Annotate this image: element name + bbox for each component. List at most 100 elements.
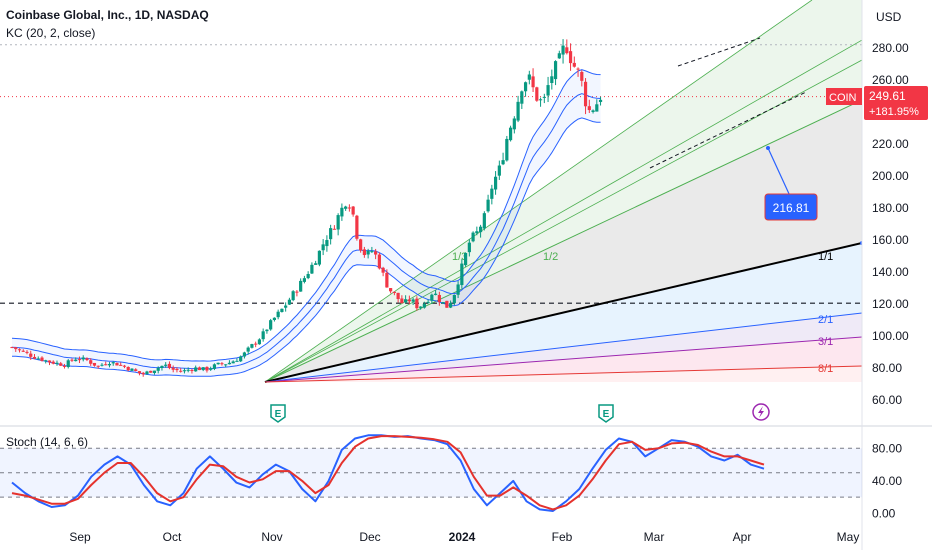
candle-body [160,365,164,369]
lightning-event-icon[interactable] [752,403,770,421]
candle-body [392,291,396,294]
earnings-marker-feb[interactable]: E [598,404,614,423]
candle-body [550,76,554,84]
price-tick-label: 100.00 [872,329,909,343]
candle-body [235,360,239,362]
stoch-tick-label: 80.00 [872,441,902,455]
candle-body [374,251,378,255]
candle-body [280,308,284,312]
kc-basis-line [11,93,601,370]
candle-body [299,280,303,292]
horizontal-levels [0,44,862,304]
candle-body [463,253,468,266]
candle-body [441,302,445,304]
time-tick-label: May [837,530,860,544]
stoch-label[interactable]: Stoch (14, 6, 6) [6,435,88,449]
fan-fill-green-upper [265,0,862,382]
candle-body [205,366,209,371]
time-axis[interactable]: Sep Oct Nov Dec 2024 Feb Mar Apr May [69,530,859,544]
candle-body [10,347,14,349]
callout-anchor [766,146,770,150]
candle-body [182,370,187,372]
price-tick-label: 120.00 [872,297,909,311]
time-tick-label: Apr [733,530,752,544]
candle-body [175,368,179,371]
price-axis[interactable]: 60.00 80.00 100.00 120.00 140.00 160.00 180.00… [872,41,909,407]
indicator-label[interactable]: KC (20, 2, close) [6,26,95,40]
candle-body [576,68,580,70]
candle-body [396,292,400,300]
candle-body [486,199,490,212]
candle-body [501,160,505,165]
candle-body [347,207,351,209]
fan-line-1-2 [264,99,862,383]
candle-body [74,359,78,362]
candle-body [557,53,561,59]
stoch-tick-label: 0.00 [872,506,896,520]
symbol-badge-text: COIN [829,92,857,104]
callout-value: 216.81 [773,201,810,215]
candle-body [516,101,520,121]
candle-body [152,370,157,374]
time-tick-label: Mar [644,530,665,544]
candle-body [332,228,336,230]
candle-body [355,215,359,239]
stochastic-axis[interactable]: 0.00 40.00 80.00 [872,441,902,520]
candle-body [96,365,100,367]
candle-body [32,356,37,359]
candle-body [340,207,344,217]
candle-body [583,81,588,107]
candle-body [527,74,531,80]
candle-body [36,358,40,360]
candle-body [130,368,134,371]
kc-upper-line [11,69,601,362]
candle-body [29,353,33,357]
fan-line-1-3 [264,59,862,383]
candle-body [92,362,97,366]
candle-body [145,371,149,375]
fan-line-1-4 [264,39,862,383]
candle-body [415,298,419,309]
trend-channel-lower [649,91,807,169]
earnings-marker-nov[interactable]: E [270,404,286,423]
candle-body [122,365,127,367]
candle-body [194,367,198,372]
price-tick-label: 220.00 [872,137,909,151]
candle-body [568,51,573,64]
candle-body [366,250,370,255]
candle-body [227,362,232,365]
candle-body [377,254,381,269]
candle-body [490,188,494,199]
candle-body [512,118,516,130]
candle-body [261,331,265,340]
candle-body [351,206,355,215]
candle-body [478,226,483,233]
stoch-tick-label: 40.00 [872,474,902,488]
candle-body [246,347,250,352]
candle-body [190,370,194,372]
candle-body [265,329,269,332]
candle-body [508,127,513,141]
symbol-badge [826,88,862,105]
candle-body [400,298,404,304]
candle-body [310,264,314,274]
fan-line-8-1 [264,365,862,383]
fan-line-1-8 [264,0,813,383]
callout-box[interactable] [764,193,818,221]
candle-body [126,366,130,371]
candle-body [422,303,426,308]
candle-body [17,349,22,351]
time-tick-label: Nov [261,530,282,544]
candle-body [59,363,63,366]
currency-label[interactable]: USD [876,10,902,24]
candle-body [460,263,464,286]
candle-body [107,364,112,366]
candle-body [407,299,411,302]
candle-body [70,359,74,361]
candle-body [231,361,235,364]
candle-body [242,352,247,357]
candle-body [325,240,329,247]
candle-body [302,278,307,282]
candle-body [344,206,348,209]
